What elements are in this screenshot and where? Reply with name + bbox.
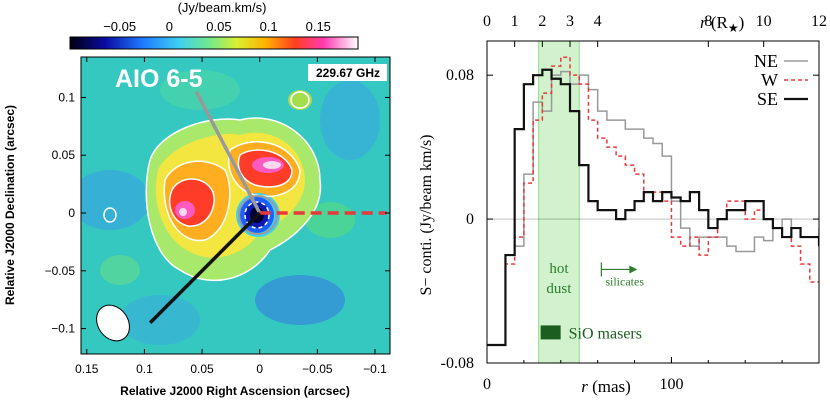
map-y-ticks: 0.1 0.05 0 −0.05 −0.1	[45, 90, 390, 336]
colorbar-tick-label: 0.1	[260, 19, 278, 34]
top-tick-label: 1	[511, 13, 519, 30]
x-tick-label: 100	[659, 376, 683, 393]
map-x-tick-label: 0	[256, 362, 263, 376]
source-label: AIO 6-5	[115, 65, 203, 93]
profile-series	[487, 56, 819, 347]
legend-label-w: W	[761, 70, 778, 90]
map-x-tick-label: 0.15	[75, 362, 99, 376]
frequency-label: 229.67 GHz	[316, 66, 380, 80]
silicates-marker: silicates	[600, 262, 644, 288]
top-tick-label: 3	[566, 13, 574, 30]
colorbar-unit: (Jy/beam.km/s)	[178, 0, 267, 15]
plot-top-axis-title: r (R★)	[700, 13, 744, 35]
map-x-tick-label: 0.1	[136, 362, 153, 376]
map-y-tick-label: −0.1	[51, 322, 75, 336]
x-tick-label: 0	[483, 376, 491, 393]
plot-x-axis-title: r (mas)	[581, 377, 631, 396]
radial-cut-se	[148, 211, 261, 325]
map-y-tick-label: 0.05	[52, 148, 76, 162]
intensity-map-panel: (Jy/beam.km/s) −0.05 0 0.05 0.1 0.15	[3, 0, 391, 398]
sio-masers-label: SiO masers	[569, 325, 642, 342]
map-x-tick-label: 0.05	[190, 362, 214, 376]
colorbar-tick-label: −0.05	[103, 19, 136, 34]
beam-ellipse	[96, 304, 130, 342]
plot-y-axis-title: S− conti. (Jy/beam km/s)	[418, 134, 435, 295]
silicates-label: silicates	[605, 274, 644, 288]
colorbar: (Jy/beam.km/s) −0.05 0 0.05 0.1 0.15	[69, 0, 359, 50]
top-tick-label: 8	[704, 13, 712, 30]
map-x-axis-title: Relative J2000 Right Ascension (arcsec)	[120, 384, 350, 398]
map-y-axis-title: Relative J2000 Declination (arcsec)	[3, 105, 17, 305]
series-line-se	[487, 68, 819, 347]
colorbar-tick-label: 0.15	[306, 19, 331, 34]
top-tick-label: 4	[594, 13, 602, 30]
top-tick-label: 2	[538, 13, 546, 30]
top-tick-label: 12	[811, 13, 827, 30]
hot-dust-label-line1: hot	[549, 261, 569, 277]
map-y-tick-label: 0.1	[58, 90, 75, 104]
series-line-ne	[487, 70, 819, 346]
y-tick-label: 0	[466, 211, 474, 228]
sio-masers-marker	[540, 325, 561, 340]
radial-cuts	[148, 90, 387, 325]
y-tick-label: 0.08	[446, 67, 474, 84]
plot-frame	[486, 40, 820, 364]
frequency-box	[308, 64, 387, 81]
top-tick-label: 0	[483, 13, 491, 30]
y-tick-label: -0.08	[441, 355, 474, 372]
map-x-tick-label: −0.05	[302, 362, 333, 376]
top-tick-label: 10	[756, 13, 772, 30]
radial-cut-ne	[194, 90, 262, 214]
map-frame	[80, 56, 391, 355]
legend-label-ne: NE	[754, 51, 778, 71]
map-y-tick-label: 0	[68, 206, 75, 220]
map-image	[81, 57, 390, 354]
colorbar-tick-label: 0	[166, 19, 173, 34]
hot-dust-label-line2: dust	[546, 281, 572, 297]
map-x-ticks: 0.15 0.1 0.05 0 −0.05 −0.1	[75, 57, 387, 376]
map-x-tick-label: −0.1	[363, 362, 387, 376]
colorbar-tick-label: 0.05	[206, 19, 231, 34]
map-y-tick-label: −0.05	[45, 264, 76, 278]
hot-dust-band	[538, 41, 580, 363]
colorbar-tick-labels: −0.05 0 0.05 0.1 0.15	[103, 19, 331, 41]
colorbar-gradient	[69, 36, 359, 50]
legend-label-se: SE	[757, 89, 778, 109]
